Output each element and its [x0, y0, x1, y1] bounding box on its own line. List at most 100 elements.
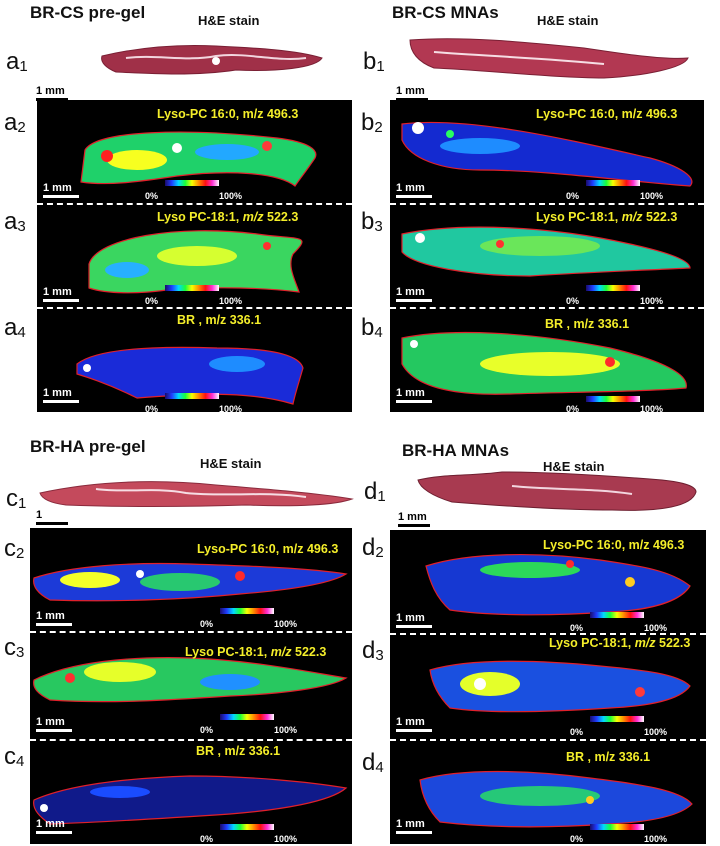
colorbar-b3 [586, 285, 640, 291]
colorbar-a3 [165, 285, 219, 291]
he-stain-label-a: H&E stain [198, 13, 260, 28]
panel-title-c: BR-HA pre-gel [30, 437, 146, 456]
divider [390, 633, 706, 635]
scale-bar-a4 [43, 400, 79, 403]
scale-bar-d4 [396, 831, 432, 834]
colorbar-min-a2: 0% [145, 191, 159, 201]
annotation-d2: Lyso-PC 16:0, m/z 496.3 [543, 538, 685, 552]
msi-heatmap-b3 [401, 226, 691, 277]
msi-heatmap-b4 [401, 331, 687, 395]
panel-label-b3: b3 [361, 208, 383, 235]
colorbar-c3 [220, 714, 274, 720]
scale-label-a3: 1 mm [43, 286, 72, 298]
divider [390, 739, 706, 741]
colorbar-max-c2: 100% [274, 619, 298, 629]
colorbar-max-d4: 100% [644, 834, 668, 844]
panel-label-a4: a4 [4, 314, 26, 341]
scale-label-a1: 1 mm [36, 85, 65, 97]
annotation-c2: Lyso-PC 16:0, m/z 496.3 [197, 542, 339, 556]
scale-label-d3: 1 mm [396, 716, 425, 728]
msi-heatmap-c3 [33, 657, 348, 703]
scale-label-c3: 1 mm [36, 716, 65, 728]
panel-label-a1: a1 [6, 48, 28, 75]
he-tissue-image-b1 [409, 38, 689, 79]
msi-panel-c: Lyso-PC 16:0, m/z 496.3 1 mm 0% 100% Lys… [30, 528, 352, 844]
msi-heatmap-b2 [401, 121, 693, 187]
colorbar-max-c3: 100% [274, 725, 298, 735]
panel-label-c2: c2 [4, 535, 25, 562]
panel-label-a2: a2 [4, 109, 26, 136]
colorbar-b2 [586, 180, 640, 186]
scale-label-a4: 1 mm [43, 387, 72, 399]
msi-panel-d: Lyso-PC 16:0, m/z 496.3 1 mm 0% 100% Lys… [390, 530, 706, 844]
annotation-a4: BR , m/z 336.1 [177, 313, 262, 327]
colorbar-max-d2: 100% [644, 623, 668, 633]
annotation-c3: Lyso PC-18:1, m/z 522.3 [185, 645, 327, 659]
colorbar-max-b2: 100% [640, 191, 664, 201]
scale-bar-b4 [396, 400, 432, 403]
colorbar-min-a4: 0% [145, 404, 159, 414]
panel-label-b2: b2 [361, 109, 383, 136]
colorbar-min-d4: 0% [570, 834, 584, 844]
panel-title-d: BR-HA MNAs [402, 441, 510, 460]
scale-label-a2: 1 mm [43, 182, 72, 194]
scale-bar-c3 [36, 729, 72, 732]
panel-label-d3: d3 [362, 637, 384, 664]
colorbar-min-b4: 0% [566, 404, 580, 414]
colorbar-c4 [220, 824, 274, 830]
colorbar-max-a4: 100% [219, 404, 243, 414]
scale-bar-d2 [396, 625, 432, 628]
panel-label-c4: c4 [4, 743, 25, 770]
he-stain-label-d: H&E stain [543, 459, 605, 474]
scale-label-c1: 1 [36, 509, 43, 521]
scale-bar-c2 [36, 623, 72, 626]
panel-label-b4: b4 [361, 314, 383, 341]
divider [37, 307, 352, 309]
panel-label-d1: d1 [364, 478, 386, 505]
annotation-b2: Lyso-PC 16:0, m/z 496.3 [536, 107, 678, 121]
colorbar-min-d2: 0% [570, 623, 584, 633]
scale-label-c2: 1 mm [36, 610, 65, 622]
scale-label-d4: 1 mm [396, 818, 425, 830]
panel-label-c1: c1 [6, 485, 27, 512]
msi-panel-b: Lyso-PC 16:0, m/z 496.3 1 mm 0% 100% Lys… [390, 100, 704, 414]
he-tissue-image-c1 [39, 481, 354, 507]
scale-bar-d3 [396, 729, 432, 732]
scale-bar-a1 [36, 98, 68, 101]
annotation-d3: Lyso PC-18:1, m/z 522.3 [549, 636, 691, 650]
colorbar-a4 [165, 393, 219, 399]
colorbar-a2 [165, 180, 219, 186]
scale-label-c4: 1 mm [36, 818, 65, 830]
colorbar-d4 [590, 824, 644, 830]
scale-bar-b1 [396, 98, 428, 101]
scale-bar-b2 [396, 195, 432, 198]
colorbar-max-d3: 100% [644, 727, 668, 737]
colorbar-max-a2: 100% [219, 191, 243, 201]
colorbar-min-b3: 0% [566, 296, 580, 306]
panel-label-c3: c3 [4, 634, 25, 661]
colorbar-d3 [590, 716, 644, 722]
colorbar-min-b2: 0% [566, 191, 580, 201]
annotation-a2: Lyso-PC 16:0, m/z 496.3 [157, 107, 299, 121]
annotation-a3: Lyso PC-18:1, m/z 522.3 [157, 210, 299, 224]
scale-bar-a3 [43, 299, 79, 302]
scale-bar-c1 [36, 522, 68, 525]
msi-panel-a: Lyso-PC 16:0, m/z 496.3 1 mm 0% 100% Lys… [37, 100, 352, 414]
divider [390, 203, 704, 205]
colorbar-d2 [590, 612, 644, 618]
annotation-d4: BR , m/z 336.1 [566, 750, 651, 764]
colorbar-b4 [586, 396, 640, 402]
panel-label-a3: a3 [4, 208, 26, 235]
divider [390, 307, 704, 309]
divider [30, 739, 352, 741]
scale-label-b3: 1 mm [396, 286, 425, 298]
colorbar-max-b3: 100% [640, 296, 664, 306]
colorbar-min-a3: 0% [145, 296, 159, 306]
panel-title-a: BR-CS pre-gel [30, 3, 146, 22]
msi-heatmap-a2 [80, 131, 317, 187]
scale-bar-a2 [43, 195, 79, 198]
scale-label-d1: 1 mm [398, 511, 427, 523]
panel-title-b: BR-CS MNAs [392, 3, 499, 22]
msi-heatmap-a3 [88, 230, 303, 294]
scale-bar-d1 [398, 524, 430, 527]
